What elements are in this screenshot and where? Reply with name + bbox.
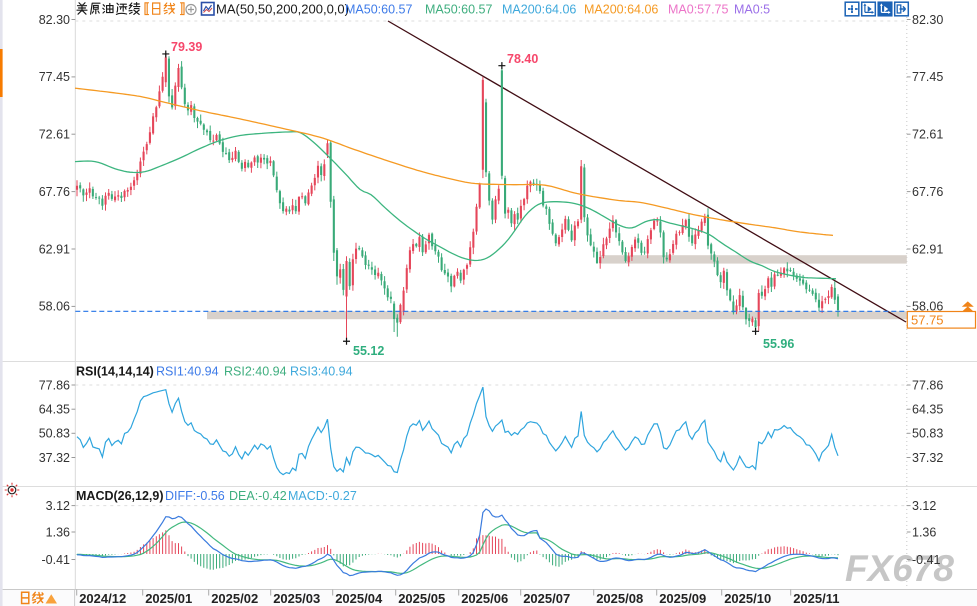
svg-text:67.76: 67.76 (912, 185, 943, 199)
svg-text:58.06: 58.06 (912, 300, 943, 314)
svg-text:2025/07: 2025/07 (523, 591, 570, 606)
svg-text:77.86: 77.86 (912, 378, 943, 392)
svg-text:DEA:-0.42: DEA:-0.42 (229, 489, 287, 503)
svg-text:77.86: 77.86 (39, 378, 70, 392)
svg-text:MA200:64.06: MA200:64.06 (502, 3, 576, 17)
svg-text:RSI(14,14,14): RSI(14,14,14) (76, 365, 154, 379)
svg-text:3.12: 3.12 (46, 499, 70, 513)
svg-text:2025/03: 2025/03 (273, 591, 320, 606)
svg-text:77.45: 77.45 (912, 70, 943, 84)
svg-text:RSI3:40.94: RSI3:40.94 (290, 365, 353, 379)
svg-text:77.45: 77.45 (39, 70, 70, 84)
svg-text:MA(50,50,200,200,0,0): MA(50,50,200,200,0,0) (216, 2, 349, 17)
svg-text:MA50:60.57: MA50:60.57 (345, 3, 412, 17)
svg-text:82.30: 82.30 (912, 13, 943, 27)
svg-text:2025/05: 2025/05 (398, 591, 445, 606)
svg-text:82.30: 82.30 (39, 13, 70, 27)
svg-text:62.91: 62.91 (39, 242, 70, 256)
svg-text:79.39: 79.39 (171, 40, 202, 54)
svg-text:72.61: 72.61 (39, 128, 70, 142)
svg-text:MA0:5: MA0:5 (734, 3, 770, 17)
svg-text:-0.41: -0.41 (42, 553, 71, 567)
svg-text:58.06: 58.06 (39, 300, 70, 314)
svg-text:64.35: 64.35 (912, 403, 943, 417)
svg-text:55.96: 55.96 (763, 337, 794, 351)
svg-text:MA50:60.57: MA50:60.57 (425, 3, 492, 17)
svg-text:MACD(26,12,9): MACD(26,12,9) (76, 489, 164, 503)
svg-text:-0.41: -0.41 (912, 553, 941, 567)
svg-text:1.36: 1.36 (46, 525, 70, 539)
svg-text:37.32: 37.32 (912, 451, 943, 465)
svg-text:57.75: 57.75 (911, 313, 944, 328)
svg-text:72.61: 72.61 (912, 128, 943, 142)
svg-text:50.83: 50.83 (912, 427, 943, 441)
svg-text:DIFF:-0.56: DIFF:-0.56 (165, 489, 225, 503)
svg-text:2025/01: 2025/01 (145, 591, 192, 606)
svg-text:2024/12: 2024/12 (79, 591, 126, 606)
svg-text:MA0:57.75: MA0:57.75 (668, 3, 729, 17)
svg-text:50.83: 50.83 (39, 427, 70, 441)
svg-text:2025/11: 2025/11 (793, 591, 839, 606)
svg-text:MA200:64.06: MA200:64.06 (584, 3, 658, 17)
svg-text:1.36: 1.36 (912, 525, 936, 539)
svg-text:RSI1:40.94: RSI1:40.94 (156, 365, 219, 379)
svg-text:78.40: 78.40 (507, 52, 538, 66)
svg-text:MACD:-0.27: MACD:-0.27 (288, 489, 357, 503)
svg-text:62.91: 62.91 (912, 242, 943, 256)
svg-text:67.76: 67.76 (39, 185, 70, 199)
svg-text:3.12: 3.12 (912, 499, 936, 513)
svg-text:2025/02: 2025/02 (211, 591, 258, 606)
svg-text:2025/10: 2025/10 (724, 591, 771, 606)
svg-text:2025/06: 2025/06 (461, 591, 508, 606)
svg-text:64.35: 64.35 (39, 403, 70, 417)
svg-text:2025/09: 2025/09 (659, 591, 706, 606)
svg-text:FX678: FX678 (845, 548, 954, 589)
svg-text:RSI2:40.94: RSI2:40.94 (224, 365, 287, 379)
svg-text:55.12: 55.12 (353, 344, 384, 358)
svg-text:2025/08: 2025/08 (596, 591, 643, 606)
svg-text:2025/04: 2025/04 (335, 591, 383, 606)
svg-text:37.32: 37.32 (39, 451, 70, 465)
